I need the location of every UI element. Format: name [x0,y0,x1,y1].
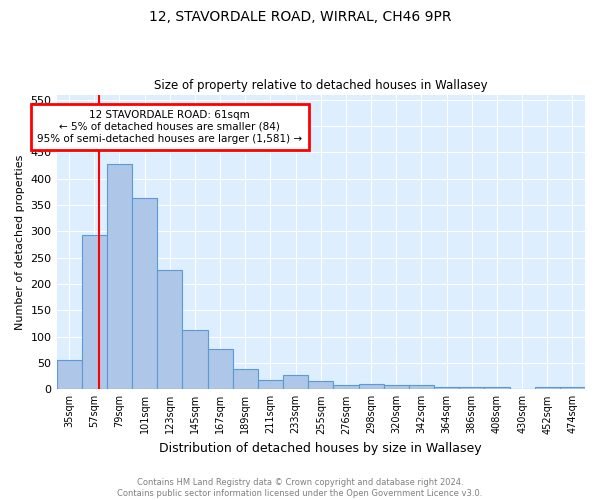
Text: Contains HM Land Registry data © Crown copyright and database right 2024.
Contai: Contains HM Land Registry data © Crown c… [118,478,482,498]
Title: Size of property relative to detached houses in Wallasey: Size of property relative to detached ho… [154,79,488,92]
Bar [383,384,409,390]
X-axis label: Distribution of detached houses by size in Wallasey: Distribution of detached houses by size … [160,442,482,455]
Text: 12 STAVORDALE ROAD: 61sqm
← 5% of detached houses are smaller (84)
95% of semi-d: 12 STAVORDALE ROAD: 61sqm ← 5% of detach… [37,110,302,144]
Bar [157,270,182,390]
Bar [233,370,258,390]
Bar [560,386,585,390]
Bar [308,381,334,390]
Bar [359,384,383,390]
Bar [258,380,283,390]
Bar [434,386,459,390]
Bar [535,386,560,390]
Text: 12, STAVORDALE ROAD, WIRRAL, CH46 9PR: 12, STAVORDALE ROAD, WIRRAL, CH46 9PR [149,10,451,24]
Bar [107,164,132,390]
Y-axis label: Number of detached properties: Number of detached properties [15,154,25,330]
Bar [208,349,233,390]
Bar [56,360,82,390]
Bar [409,385,434,390]
Bar [459,386,484,390]
Bar [182,330,208,390]
Bar [484,386,509,390]
Bar [132,198,157,390]
Bar [82,235,107,390]
Bar [334,385,359,390]
Bar [283,375,308,390]
